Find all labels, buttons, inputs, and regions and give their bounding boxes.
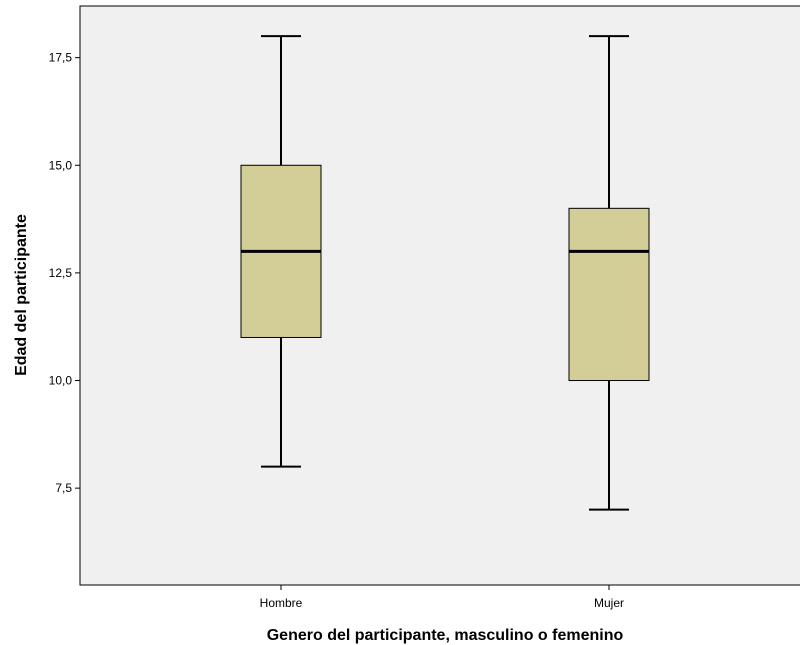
x-axis: Hombre Mujer — [260, 585, 624, 610]
plot-area — [79, 5, 800, 586]
y-axis-title: Edad del participante — [13, 214, 30, 376]
y-tick-label: 12,5 — [49, 266, 73, 280]
boxes-group — [240, 35, 650, 511]
y-tick-label: 17,5 — [49, 51, 73, 65]
y-tick-label: 7,5 — [55, 481, 72, 495]
y-axis: 7,5 10,0 12,5 15,0 17,5 — [49, 51, 80, 495]
x-tick-label: Mujer — [594, 596, 624, 610]
y-tick-label: 10,0 — [49, 374, 73, 388]
y-tick-label: 15,0 — [49, 158, 73, 172]
box-hombre — [240, 35, 322, 468]
box-mujer — [568, 35, 650, 511]
x-axis-title: Genero del participante, masculino o fem… — [267, 627, 624, 644]
iqr-box — [568, 207, 650, 382]
x-tick-label: Hombre — [260, 596, 303, 610]
